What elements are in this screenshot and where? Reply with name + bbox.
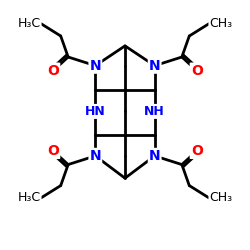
Text: HN: HN — [85, 105, 106, 118]
Text: O: O — [47, 144, 59, 158]
Text: N: N — [90, 59, 101, 73]
Text: H₃C: H₃C — [18, 17, 41, 30]
Text: O: O — [191, 144, 203, 158]
Text: N: N — [149, 149, 160, 163]
Text: H₃C: H₃C — [18, 192, 41, 204]
Text: NH: NH — [144, 105, 165, 118]
Text: O: O — [47, 64, 59, 78]
Text: N: N — [149, 59, 160, 73]
Text: CH₃: CH₃ — [209, 192, 232, 204]
Text: CH₃: CH₃ — [209, 17, 232, 30]
Text: N: N — [90, 149, 101, 163]
Text: O: O — [191, 64, 203, 78]
